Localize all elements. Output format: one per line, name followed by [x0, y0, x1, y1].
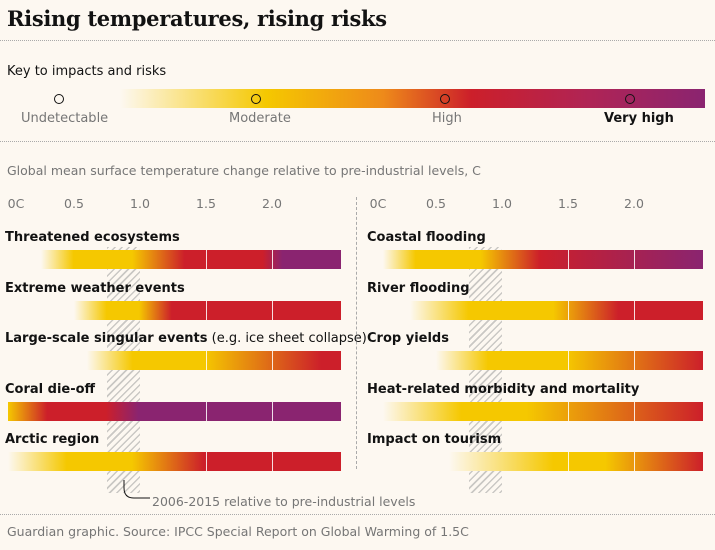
risk-name: Large-scale singular events	[5, 331, 208, 346]
key-marker-very-high	[625, 94, 635, 104]
risk-bar	[74, 301, 341, 320]
risk-label: Coral die-off	[5, 382, 95, 397]
risk-label: Large-scale singular events (e.g. ice sh…	[5, 331, 367, 346]
x-tick-label: 1.5	[558, 196, 578, 211]
panel-divider	[356, 197, 357, 469]
annotation-leader	[123, 480, 150, 499]
key-heading: Key to impacts and risks	[7, 64, 167, 79]
chart-title: Rising temperatures, rising risks	[7, 6, 387, 31]
bar-gridline	[206, 452, 207, 471]
risk-label: Coastal flooding	[367, 230, 486, 245]
risk-label: Impact on tourism	[367, 432, 501, 447]
bar-gridline	[634, 250, 635, 269]
bar-gridline	[634, 301, 635, 320]
risk-bar	[449, 452, 703, 471]
bar-gridline	[568, 250, 569, 269]
top-divider	[0, 40, 715, 41]
x-tick-label: 1.5	[196, 196, 216, 211]
risk-label: River flooding	[367, 281, 470, 296]
bar-gridline	[272, 402, 273, 421]
bar-gridline	[568, 301, 569, 320]
risk-name: Crop yields	[367, 331, 449, 346]
risk-bar	[41, 250, 341, 269]
risk-bar	[383, 250, 703, 269]
key-divider	[0, 141, 715, 142]
risk-name: Extreme weather events	[5, 281, 185, 296]
bar-gridline	[206, 301, 207, 320]
bar-gridline	[272, 452, 273, 471]
risk-label: Heat-related morbidity and mortality	[367, 382, 639, 397]
risk-bar	[409, 301, 703, 320]
key-marker-undetectable	[54, 94, 64, 104]
key-label-high: High	[432, 111, 462, 126]
x-tick-label: 1.0	[492, 196, 512, 211]
risk-bar	[436, 351, 703, 370]
bar-gridline	[634, 402, 635, 421]
bar-gridline	[634, 452, 635, 471]
bar-gridline	[634, 351, 635, 370]
axis-title: Global mean surface temperature change r…	[7, 163, 481, 178]
bar-gridline	[568, 452, 569, 471]
bar-gridline	[206, 351, 207, 370]
source-credit: Guardian graphic. Source: IPCC Special R…	[7, 524, 469, 539]
risk-name: Coral die-off	[5, 382, 96, 397]
risk-label: Crop yields	[367, 331, 449, 346]
key-label-undetectable: Undetectable	[21, 111, 109, 126]
risk-label: Arctic region	[5, 432, 99, 447]
risk-bar	[383, 402, 703, 421]
risk-label: Extreme weather events	[5, 281, 185, 296]
bar-gridline	[206, 402, 207, 421]
x-tick-label: 0.5	[426, 196, 446, 211]
bar-gridline	[272, 301, 273, 320]
x-tick-label: 1.0	[130, 196, 150, 211]
risk-bar	[8, 402, 341, 421]
key-marker-moderate	[251, 94, 261, 104]
bar-gridline	[272, 250, 273, 269]
risk-subtitle: (e.g. ice sheet collapse)	[207, 331, 367, 346]
risk-name: Impact on tourism	[367, 432, 502, 447]
x-tick-label: 0C	[7, 196, 25, 211]
bar-gridline	[206, 250, 207, 269]
bar-gridline	[568, 351, 569, 370]
risk-bar	[87, 351, 341, 370]
key-gradient-bar	[120, 89, 705, 108]
key-label-moderate: Moderate	[229, 111, 291, 126]
risk-name: Coastal flooding	[367, 230, 486, 245]
key-label-very-high: Very high	[604, 111, 674, 126]
x-tick-label: 2.0	[624, 196, 644, 211]
x-tick-label: 0C	[369, 196, 387, 211]
band-annotation: 2006-2015 relative to pre-industrial lev…	[152, 494, 416, 509]
risk-name: Threatened ecosystems	[5, 230, 180, 245]
x-tick-label: 2.0	[262, 196, 282, 211]
risk-bar	[8, 452, 341, 471]
x-tick-label: 0.5	[64, 196, 84, 211]
bottom-divider	[0, 514, 715, 515]
risk-name: Arctic region	[5, 432, 100, 447]
key-marker-high	[440, 94, 450, 104]
bar-gridline	[568, 402, 569, 421]
risk-name: Heat-related morbidity and mortality	[367, 382, 640, 397]
risk-label: Threatened ecosystems	[5, 230, 180, 245]
bar-gridline	[272, 351, 273, 370]
risk-name: River flooding	[367, 281, 470, 296]
